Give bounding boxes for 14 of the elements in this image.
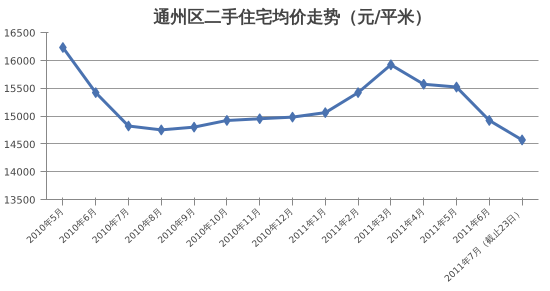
point <box>420 78 428 90</box>
point <box>92 87 100 98</box>
y-tick-label: 14000 <box>4 168 36 179</box>
point <box>321 107 330 118</box>
y-tick-label: 13500 <box>4 196 36 206</box>
point <box>485 114 494 126</box>
y-tick-label: 16000 <box>4 56 36 68</box>
chart-title: 通州区二手住宅均价走势（元/平米） <box>152 8 432 28</box>
y-tick-label: 15500 <box>4 84 36 96</box>
y-tick-label: 14500 <box>4 140 36 151</box>
y-tick-label: 15000 <box>4 112 36 123</box>
y-tick-label: 16500 <box>4 28 36 40</box>
point <box>157 124 166 136</box>
point <box>256 113 264 124</box>
